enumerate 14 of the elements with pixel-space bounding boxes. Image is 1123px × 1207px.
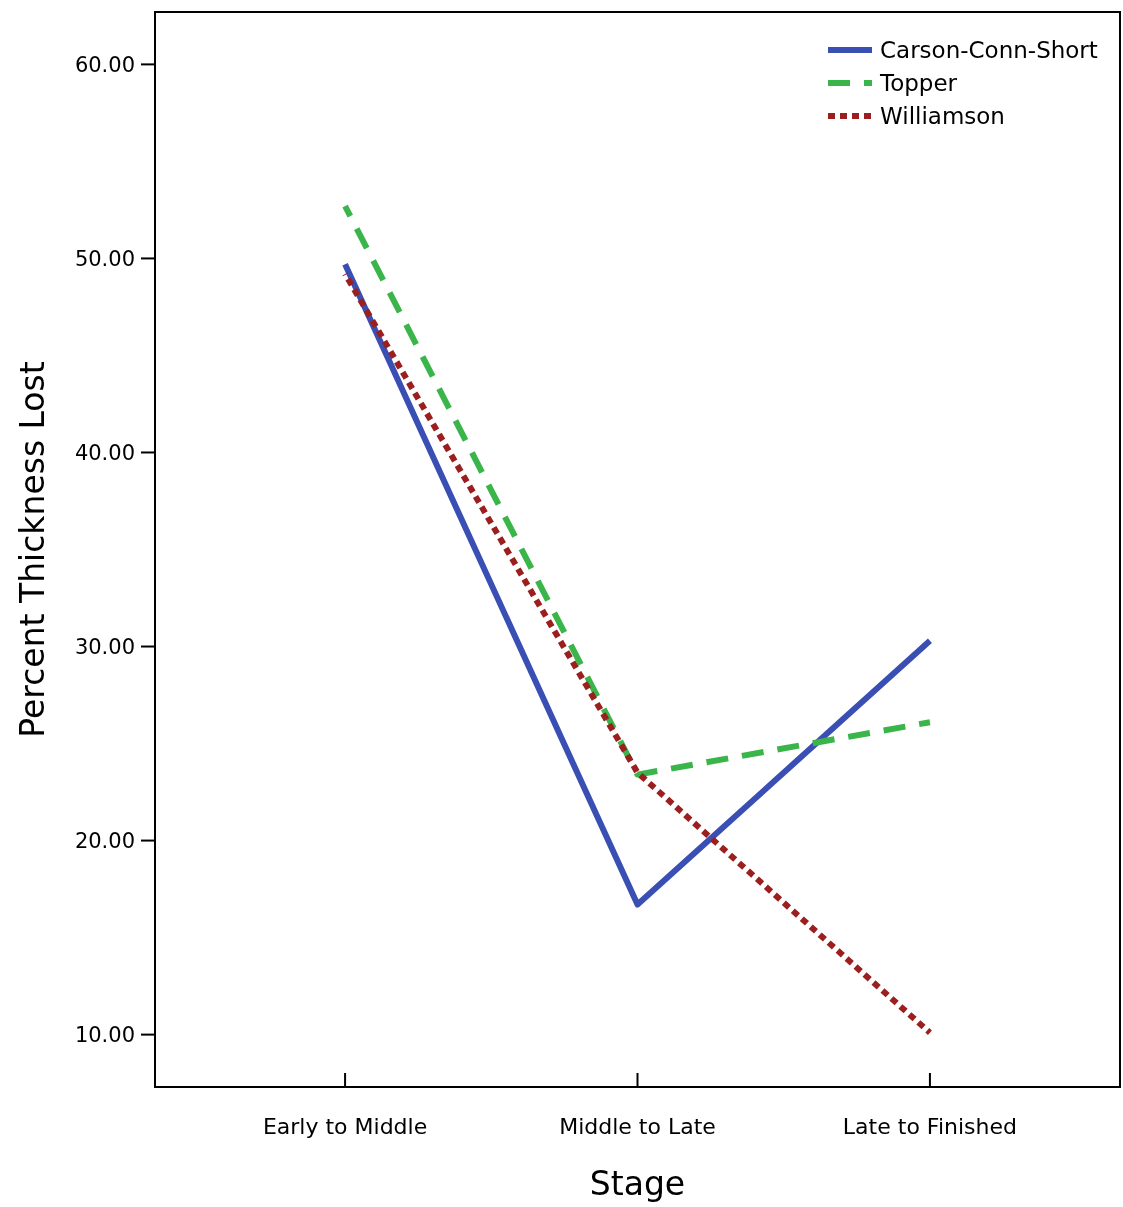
x-tick-label: Middle to Late [559,1114,716,1139]
y-tick-label: 50.00 [74,246,135,271]
x-axis-title: Stage [589,1164,686,1203]
x-tick-label: Late to Finished [842,1114,1017,1139]
y-tick-label: 10.00 [74,1022,135,1047]
legend-label: Williamson [880,103,1005,130]
y-tick-label: 20.00 [74,828,135,853]
x-tick-label: Early to Middle [262,1114,428,1139]
y-tick-label: 40.00 [74,440,135,465]
y-tick-label: 30.00 [74,634,135,659]
y-tick-label: 60.00 [74,52,135,77]
legend-label: Carson-Conn-Short [880,37,1098,64]
y-axis-title: Percent Thickness Lost [13,361,52,738]
legend-label: Topper [879,70,958,97]
